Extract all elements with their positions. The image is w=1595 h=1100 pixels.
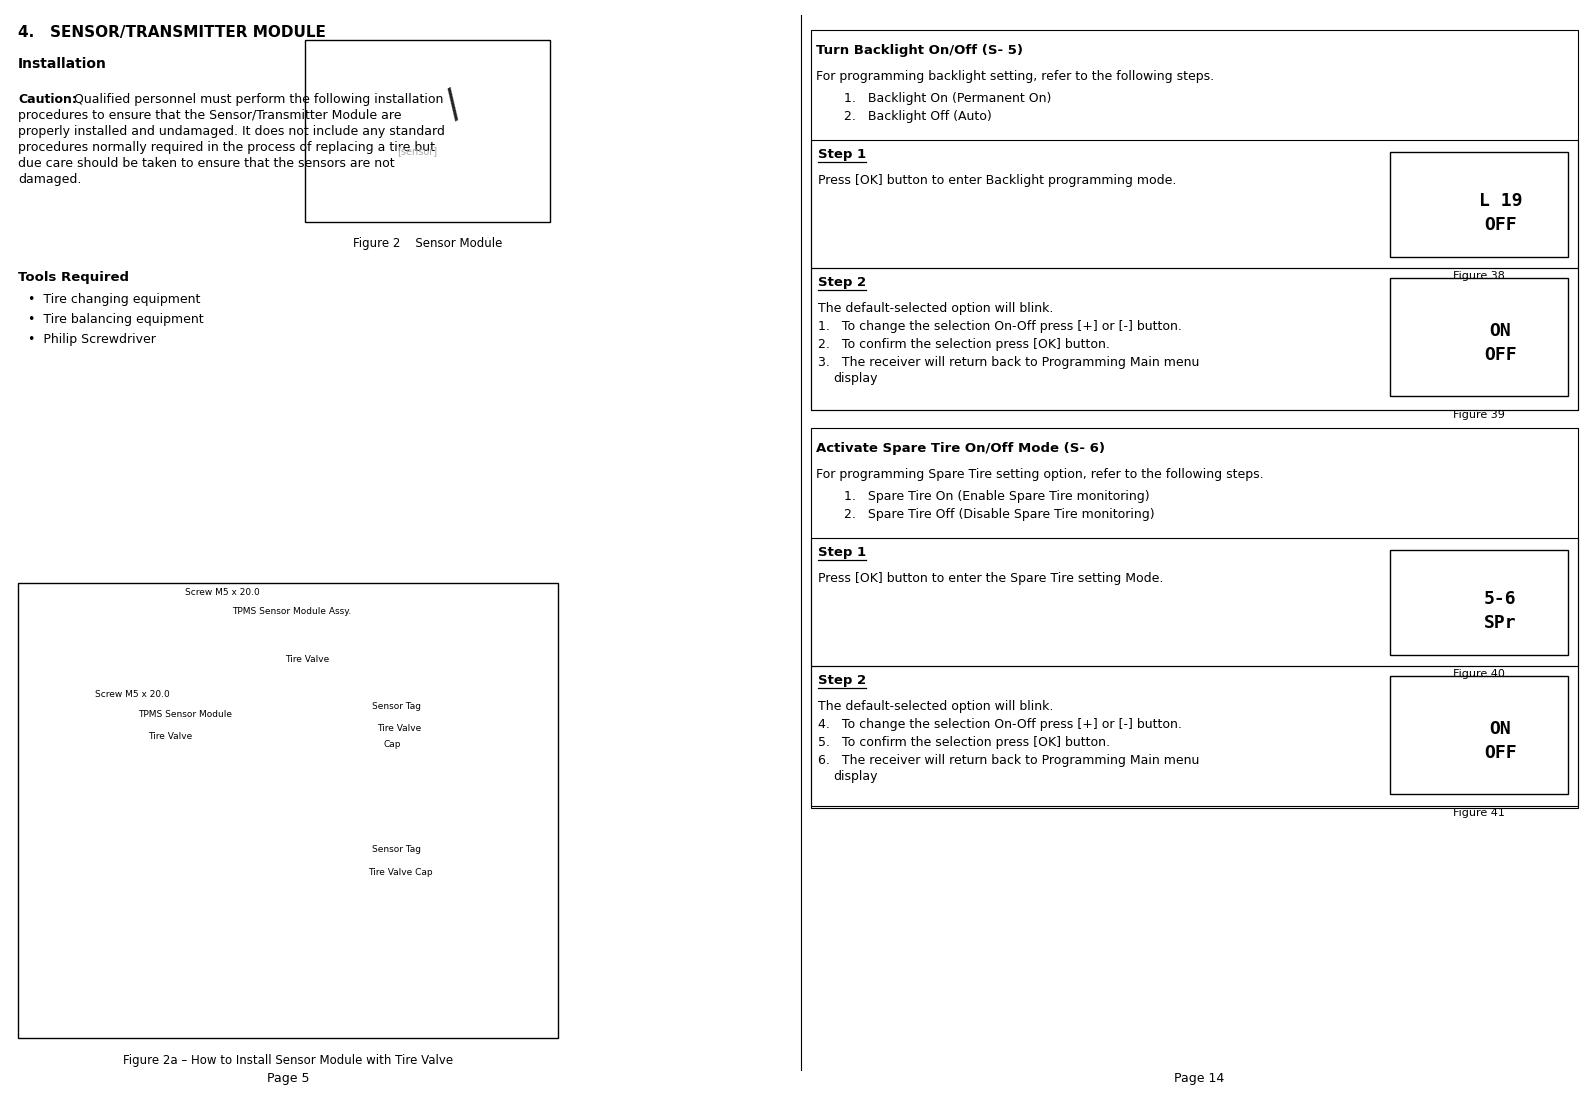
Text: The default-selected option will blink.: The default-selected option will blink. [818,302,1053,315]
Text: Press [OK] button to enter Backlight programming mode.: Press [OK] button to enter Backlight pro… [818,174,1176,187]
Text: Figure 39: Figure 39 [1453,410,1506,420]
Text: SPr: SPr [1483,614,1517,631]
Text: OFF: OFF [1483,346,1517,364]
Text: •  Tire balancing equipment: • Tire balancing equipment [29,314,204,326]
Bar [1389,550,1568,654]
Bar [810,30,1577,410]
Text: procedures normally required in the process of replacing a tire but: procedures normally required in the proc… [18,141,435,154]
Text: For programming Spare Tire setting option, refer to the following steps.: For programming Spare Tire setting optio… [815,468,1263,481]
Text: Figure 2    Sensor Module: Figure 2 Sensor Module [352,236,502,250]
Bar [1389,152,1568,257]
Bar [810,666,1577,808]
Text: Caution:: Caution: [18,94,77,106]
Text: Figure 41: Figure 41 [1453,808,1506,818]
Text: 1.   Spare Tire On (Enable Spare Tire monitoring): 1. Spare Tire On (Enable Spare Tire moni… [844,490,1150,503]
Text: Sensor Tag: Sensor Tag [372,845,421,854]
Text: 6.   The receiver will return back to Programming Main menu: 6. The receiver will return back to Prog… [818,754,1199,767]
Text: Figure 2a – How to Install Sensor Module with Tire Valve: Figure 2a – How to Install Sensor Module… [123,1054,453,1067]
Text: 1.   Backlight On (Permanent On): 1. Backlight On (Permanent On) [844,92,1051,104]
Text: Step 1: Step 1 [818,546,866,559]
Text: Page 14: Page 14 [1174,1072,1225,1085]
Text: 3.   The receiver will return back to Programming Main menu: 3. The receiver will return back to Prog… [818,356,1199,369]
Text: •  Philip Screwdriver: • Philip Screwdriver [29,333,156,346]
Bar [810,538,1577,666]
Text: TPMS Sensor Module Assy.: TPMS Sensor Module Assy. [231,607,351,616]
Text: OFF: OFF [1483,216,1517,233]
Text: Tire Valve: Tire Valve [286,654,329,664]
Text: ON: ON [1490,720,1510,738]
Text: [sensor]: [sensor] [397,146,437,156]
Text: Figure 38: Figure 38 [1453,271,1506,281]
Text: ON: ON [1490,322,1510,340]
Bar [1389,676,1568,794]
Text: 2.   Backlight Off (Auto): 2. Backlight Off (Auto) [844,110,992,123]
Text: Tire Valve Cap: Tire Valve Cap [368,868,432,877]
Text: Page 5: Page 5 [266,1072,309,1085]
Text: Turn Backlight On/Off (S- 5): Turn Backlight On/Off (S- 5) [815,44,1022,57]
Text: Step 2: Step 2 [818,674,866,688]
Text: 1.   To change the selection On-Off press [+] or [-] button.: 1. To change the selection On-Off press … [818,320,1182,333]
Text: procedures to ensure that the Sensor/Transmitter Module are: procedures to ensure that the Sensor/Tra… [18,109,402,122]
Text: Cap: Cap [383,740,400,749]
Text: •  Tire changing equipment: • Tire changing equipment [29,293,201,306]
Text: Tire Valve: Tire Valve [376,724,421,733]
Text: L 19: L 19 [1479,191,1522,209]
Text: 4.   To change the selection On-Off press [+] or [-] button.: 4. To change the selection On-Off press … [818,718,1182,732]
Text: display: display [834,372,879,385]
Bar [305,40,550,222]
Bar [1389,278,1568,396]
Text: Installation: Installation [18,57,107,72]
Text: TPMS Sensor Module: TPMS Sensor Module [139,710,231,719]
Text: damaged.: damaged. [18,173,81,186]
Text: Screw M5 x 20.0: Screw M5 x 20.0 [96,690,169,698]
Text: due care should be taken to ensure that the sensors are not: due care should be taken to ensure that … [18,157,394,170]
Text: OFF: OFF [1483,744,1517,762]
Bar [18,583,558,1038]
Text: Activate Spare Tire On/Off Mode (S- 6): Activate Spare Tire On/Off Mode (S- 6) [815,442,1105,455]
Text: The default-selected option will blink.: The default-selected option will blink. [818,700,1053,713]
Text: 2.   Spare Tire Off (Disable Spare Tire monitoring): 2. Spare Tire Off (Disable Spare Tire mo… [844,508,1155,521]
Text: Qualified personnel must perform the following installation: Qualified personnel must perform the fol… [70,94,443,106]
Text: 5-6: 5-6 [1483,590,1517,607]
Text: Tools Required: Tools Required [18,271,129,284]
Text: properly installed and undamaged. It does not include any standard: properly installed and undamaged. It doe… [18,125,445,138]
Text: 2.   To confirm the selection press [OK] button.: 2. To confirm the selection press [OK] b… [818,338,1110,351]
Text: Tire Valve: Tire Valve [148,732,193,741]
Text: /: / [386,86,469,156]
Bar [810,140,1577,268]
Text: Step 1: Step 1 [818,148,866,161]
Bar [810,268,1577,410]
Text: Step 2: Step 2 [818,276,866,289]
Text: Press [OK] button to enter the Spare Tire setting Mode.: Press [OK] button to enter the Spare Tir… [818,572,1163,585]
Text: 5.   To confirm the selection press [OK] button.: 5. To confirm the selection press [OK] b… [818,736,1110,749]
Text: Screw M5 x 20.0: Screw M5 x 20.0 [185,588,260,597]
Text: 4.   SENSOR/TRANSMITTER MODULE: 4. SENSOR/TRANSMITTER MODULE [18,25,325,40]
Text: Sensor Tag: Sensor Tag [372,702,421,711]
Text: Figure 40: Figure 40 [1453,669,1506,679]
Text: display: display [834,770,879,783]
Text: For programming backlight setting, refer to the following steps.: For programming backlight setting, refer… [815,70,1214,82]
Bar [810,428,1577,806]
